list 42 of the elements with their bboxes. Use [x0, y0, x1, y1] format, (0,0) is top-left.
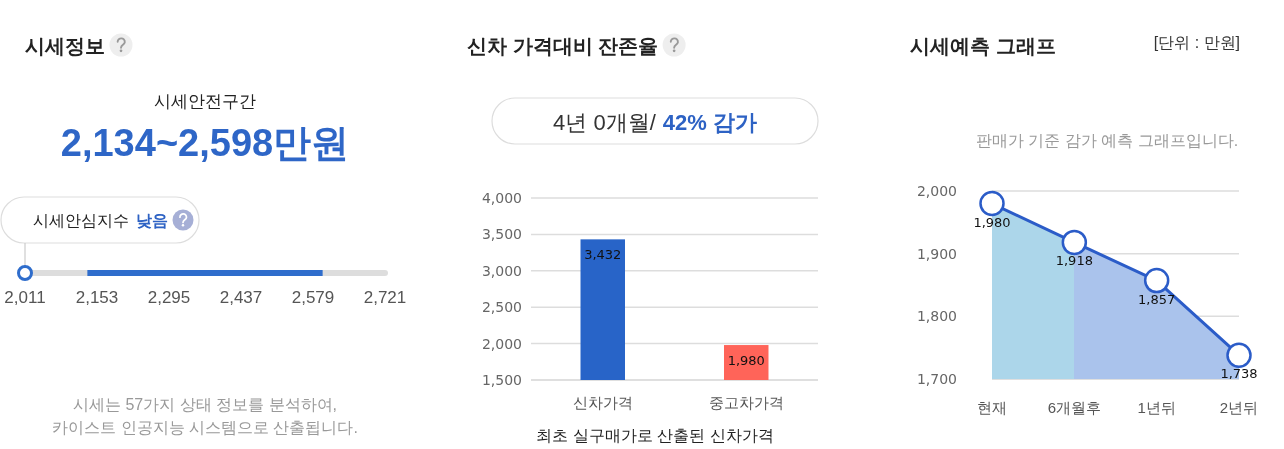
text: 4년 0개월/: [553, 110, 657, 135]
x-axis-title: 최초 실구매가로 산출된 신차가격: [536, 427, 774, 444]
data-label: 1,980: [727, 353, 765, 369]
data-label: 1,738: [1220, 366, 1258, 382]
y-tick-label: 1,800: [916, 308, 957, 325]
x-tick-label: 1년뒤: [1137, 399, 1176, 416]
chart-subtitle: 판매가 기준 감가 예측 그래프입니다.: [975, 132, 1239, 149]
y-tick-label: 3,500: [481, 226, 522, 243]
y-tick-label: 2,000: [916, 183, 957, 199]
data-label: 3,432: [584, 247, 622, 263]
point: [1226, 342, 1252, 368]
y-tick-label: 1,700: [916, 371, 957, 387]
chart-subtitle: 시세안전구간: [154, 92, 256, 111]
chart-title: 신차 가격대비 잔존율: [467, 35, 659, 57]
chart-title: 시세정보: [25, 35, 105, 57]
x-tick-label: 중고차가격: [708, 394, 784, 411]
data-label: 1,980: [973, 214, 1011, 230]
x-tick-label: 신차가격: [572, 394, 633, 411]
data-label: 1,857: [1138, 291, 1176, 307]
x-tick-label: 2년뒤: [1219, 399, 1259, 416]
x-tick-label: 2,437: [219, 288, 263, 307]
x-tick-label: 2,153: [75, 288, 119, 307]
x-tick-label: 6개월후: [1047, 399, 1102, 416]
y-tick-label: 2,500: [481, 299, 522, 316]
x-tick-label: 2,721: [363, 288, 407, 307]
x-tick-label: 2,579: [291, 288, 335, 307]
x-tick-label: 2,295: [147, 288, 191, 307]
text: 낮음: [136, 212, 168, 229]
y-tick-label: 4,000: [481, 190, 522, 206]
x-tick-label: 2,011: [4, 288, 46, 307]
y-tick-label: 3,000: [481, 262, 522, 279]
y-tick-label: 1,500: [481, 372, 522, 388]
data-label: 1,918: [1055, 253, 1093, 269]
y-tick-label: 1,900: [916, 245, 957, 262]
text: [단위 : 만원]: [1153, 34, 1240, 51]
chart-title: 시세예측 그래프: [910, 35, 1056, 57]
text: 시세안심지수: [33, 212, 129, 229]
y-tick-label: 2,000: [481, 335, 522, 352]
x-tick-label: 현재: [977, 399, 1007, 416]
text: 시세는 57가지 상태 정보를 분석하여, 카이스트 인공지능 시스템으로 산출됩니다.: [51, 395, 359, 438]
text: 2,134~2,598만원: [60, 122, 350, 164]
text: 42% 감가: [662, 110, 757, 135]
